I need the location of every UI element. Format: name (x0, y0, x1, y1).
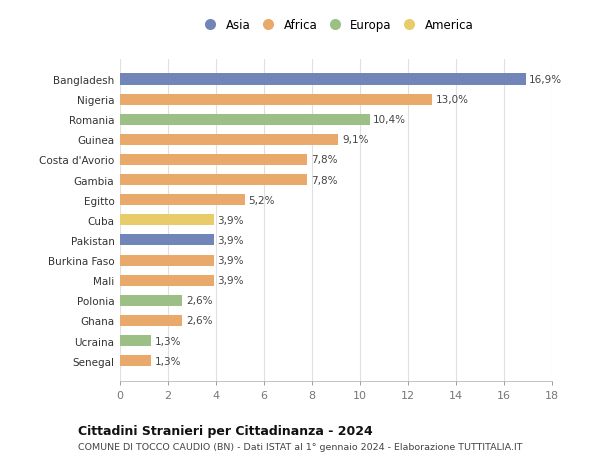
Bar (120, 295, 182, 306)
Text: 5,2%: 5,2% (248, 195, 275, 205)
Text: 2,6%: 2,6% (186, 316, 212, 326)
Bar (120, 174, 307, 186)
Text: 3,9%: 3,9% (217, 256, 244, 265)
Text: COMUNE DI TOCCO CAUDIO (BN) - Dati ISTAT al 1° gennaio 2024 - Elaborazione TUTTI: COMUNE DI TOCCO CAUDIO (BN) - Dati ISTAT… (78, 442, 523, 451)
Text: 7,8%: 7,8% (311, 175, 337, 185)
Text: 10,4%: 10,4% (373, 115, 406, 125)
Bar (120, 255, 214, 266)
Text: 13,0%: 13,0% (436, 95, 469, 105)
Text: 7,8%: 7,8% (311, 155, 337, 165)
Bar (120, 315, 182, 326)
Bar (120, 195, 245, 206)
Legend: Asia, Africa, Europa, America: Asia, Africa, Europa, America (194, 14, 478, 37)
Bar (120, 134, 338, 146)
Text: 2,6%: 2,6% (186, 296, 212, 306)
Bar (120, 355, 151, 366)
Bar (120, 335, 151, 346)
Bar (120, 155, 307, 166)
Text: 1,3%: 1,3% (155, 336, 181, 346)
Bar (120, 95, 432, 106)
Text: Cittadini Stranieri per Cittadinanza - 2024: Cittadini Stranieri per Cittadinanza - 2… (78, 425, 373, 437)
Text: 16,9%: 16,9% (529, 75, 562, 85)
Bar (120, 215, 214, 226)
Bar (120, 114, 370, 125)
Bar (120, 235, 214, 246)
Text: 3,9%: 3,9% (217, 235, 244, 246)
Bar (120, 275, 214, 286)
Bar (120, 74, 526, 85)
Text: 3,9%: 3,9% (217, 215, 244, 225)
Text: 3,9%: 3,9% (217, 275, 244, 285)
Text: 9,1%: 9,1% (342, 135, 368, 145)
Text: 1,3%: 1,3% (155, 356, 181, 366)
